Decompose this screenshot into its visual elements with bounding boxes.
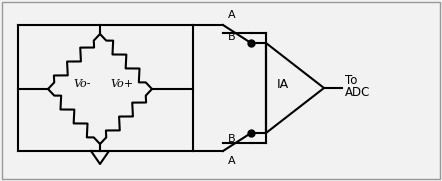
Text: A: A <box>228 10 236 20</box>
Text: A: A <box>228 156 236 166</box>
Text: To: To <box>345 75 358 87</box>
Text: B: B <box>228 32 236 42</box>
Text: IA: IA <box>277 79 289 92</box>
Text: B: B <box>228 134 236 144</box>
Text: ADC: ADC <box>345 87 370 100</box>
Text: Vo-: Vo- <box>73 79 91 89</box>
Text: Vo+: Vo+ <box>110 79 133 89</box>
